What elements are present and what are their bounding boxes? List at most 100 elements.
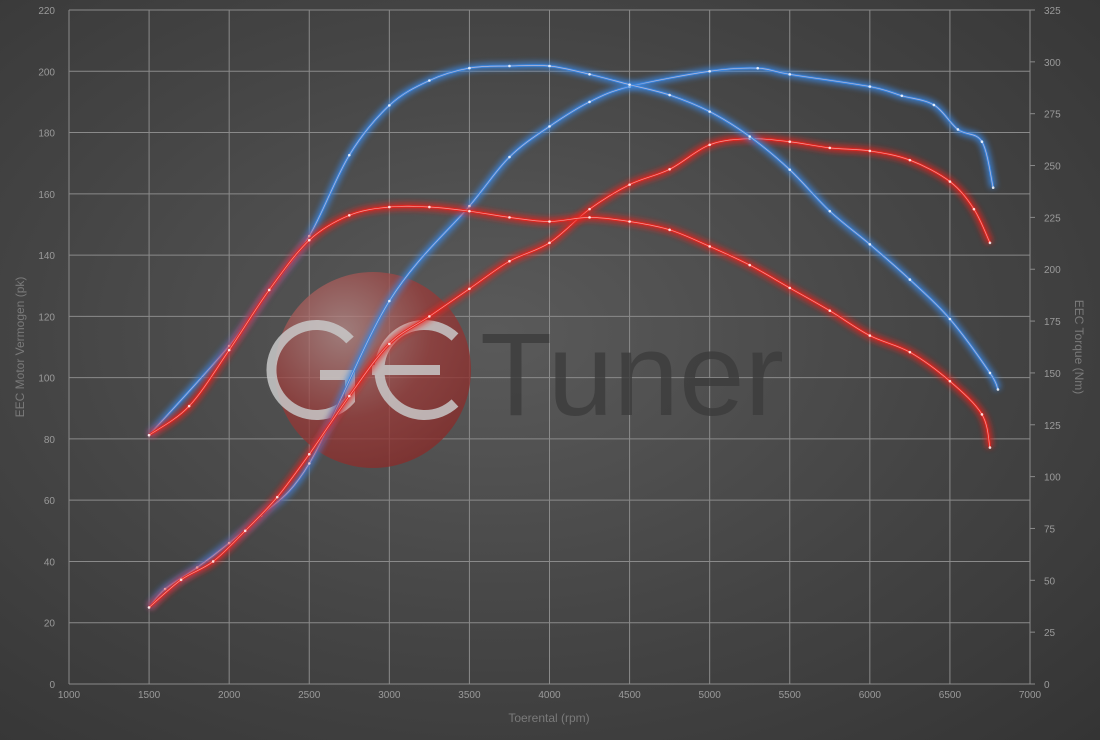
- y-tick-label: 160: [38, 190, 55, 201]
- data-point: [900, 94, 904, 98]
- data-point: [227, 348, 231, 352]
- data-point: [668, 93, 671, 97]
- data-point: [988, 446, 992, 449]
- data-point: [748, 263, 752, 267]
- series-highlight: [148, 205, 991, 448]
- data-point: [948, 180, 952, 183]
- x-tick-label: 2500: [298, 690, 321, 701]
- data-point: [988, 241, 992, 245]
- series-2: [146, 61, 1002, 438]
- x-tick-label: 5500: [779, 690, 802, 701]
- data-point: [548, 125, 551, 128]
- data-point: [991, 186, 995, 189]
- data-point: [868, 243, 872, 246]
- svg-text:Tuner: Tuner: [480, 309, 784, 441]
- x-tick-label: 6500: [939, 690, 962, 701]
- data-point: [307, 452, 311, 456]
- y2-tick-label: 225: [1044, 213, 1061, 224]
- x-tick-label: 7000: [1019, 690, 1042, 701]
- y-tick-label: 40: [44, 557, 56, 568]
- data-point: [868, 149, 872, 153]
- series-highlight: [148, 64, 999, 436]
- data-point: [788, 168, 792, 171]
- data-point: [828, 146, 832, 150]
- data-point: [628, 183, 631, 186]
- y-tick-label: 0: [49, 680, 55, 691]
- x-tick-label: 2000: [218, 690, 241, 701]
- data-point: [628, 83, 631, 86]
- x-tick-label: 3500: [458, 690, 481, 701]
- y2-tick-label: 175: [1044, 317, 1061, 328]
- data-point: [267, 288, 271, 292]
- y2-tick-label: 200: [1044, 265, 1061, 276]
- x-axis-label: Toerental (rpm): [508, 711, 589, 725]
- x-tick-label: 1500: [138, 690, 161, 701]
- data-point: [708, 69, 711, 73]
- data-point: [428, 205, 431, 209]
- y2-tick-label: 150: [1044, 369, 1061, 380]
- data-point: [548, 220, 551, 223]
- y2-tick-label: 100: [1044, 473, 1061, 484]
- data-point: [347, 214, 351, 217]
- series-highlight: [148, 138, 991, 608]
- y-tick-label: 220: [38, 6, 55, 17]
- data-point: [828, 209, 832, 213]
- data-point: [388, 104, 391, 107]
- y2-tick-label: 0: [1044, 680, 1050, 691]
- y-tick-label: 180: [38, 129, 55, 140]
- data-point: [347, 153, 351, 157]
- data-point: [588, 72, 591, 76]
- data-point: [307, 238, 311, 242]
- y-tick-label: 200: [38, 67, 55, 78]
- data-point: [428, 79, 431, 82]
- data-point: [908, 158, 912, 162]
- data-point: [748, 135, 752, 138]
- y2-tick-label: 125: [1044, 421, 1061, 432]
- data-point: [388, 342, 391, 346]
- data-point: [756, 66, 760, 70]
- data-point: [996, 388, 1000, 391]
- data-point: [588, 216, 591, 219]
- data-point: [788, 73, 792, 76]
- data-point: [956, 128, 960, 131]
- x-tick-label: 6000: [859, 690, 882, 701]
- x-tick-label: 3000: [378, 690, 401, 701]
- data-point: [307, 462, 311, 465]
- data-point: [211, 560, 215, 563]
- watermark-logo: Tuner: [266, 272, 784, 468]
- data-point: [388, 205, 391, 209]
- data-point: [908, 350, 912, 354]
- x-tick-label: 4500: [618, 690, 641, 701]
- data-point: [548, 64, 551, 68]
- data-point: [347, 394, 351, 398]
- data-point: [980, 413, 984, 416]
- data-point: [179, 578, 183, 582]
- y-tick-label: 80: [44, 435, 56, 446]
- data-point: [708, 110, 711, 113]
- data-point: [468, 287, 471, 291]
- data-point: [468, 204, 471, 208]
- data-point: [868, 85, 872, 88]
- y2-tick-label: 250: [1044, 162, 1061, 173]
- data-point: [988, 371, 992, 375]
- data-point: [708, 245, 711, 248]
- data-point: [548, 241, 551, 245]
- data-point: [932, 103, 936, 107]
- data-point: [668, 168, 671, 171]
- data-point: [908, 278, 912, 281]
- y-tick-label: 100: [38, 374, 55, 385]
- data-point: [628, 220, 631, 223]
- y-axis-label: EEC Motor Vermogen (pk): [13, 277, 27, 418]
- data-point: [187, 404, 191, 408]
- data-point: [588, 207, 591, 211]
- y2-tick-label: 300: [1044, 58, 1061, 69]
- data-point: [508, 259, 511, 263]
- y-tick-label: 20: [44, 619, 56, 630]
- y2-tick-label: 275: [1044, 110, 1061, 121]
- y-tick-label: 120: [38, 312, 55, 323]
- y2-axis-label: EEC Torque (Nm): [1072, 300, 1086, 394]
- x-tick-label: 4000: [538, 690, 561, 701]
- y-tick-label: 140: [38, 251, 55, 262]
- data-point: [948, 379, 952, 383]
